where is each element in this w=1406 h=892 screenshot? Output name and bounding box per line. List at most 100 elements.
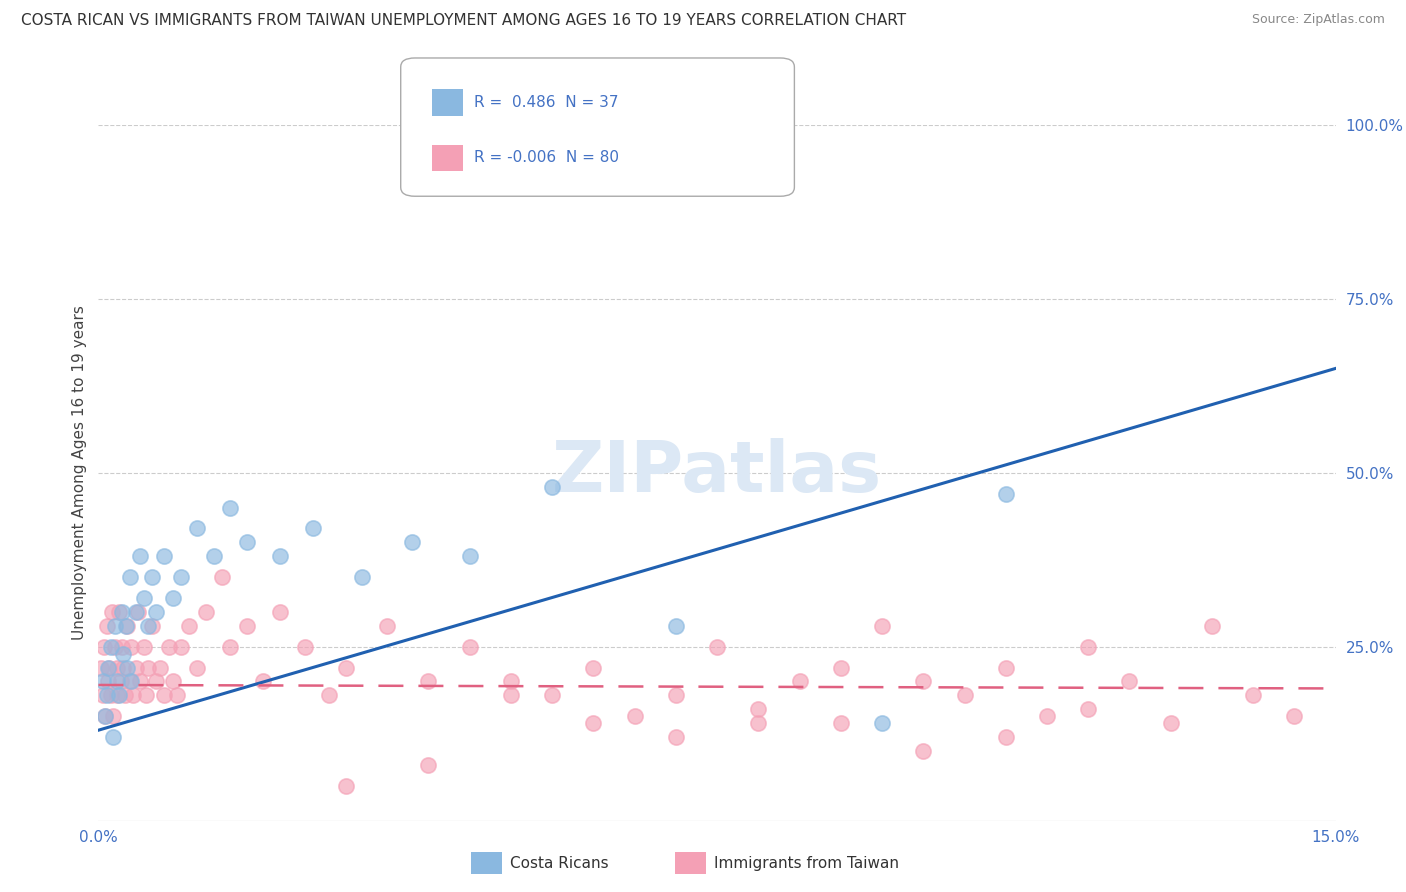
Point [1201, 619, 1223, 633]
Point [458, 549, 481, 564]
Point [1118, 674, 1140, 689]
Point [541, 480, 564, 494]
Point [302, 521, 325, 535]
Point [236, 535, 259, 549]
Point [194, 605, 217, 619]
Text: Costa Ricans: Costa Ricans [510, 856, 609, 871]
Point [145, 605, 167, 619]
Point [157, 640, 180, 654]
Point [335, 660, 357, 674]
Point [179, 619, 201, 633]
Point [706, 640, 728, 654]
Point [104, 619, 127, 633]
Point [318, 689, 340, 703]
Point [135, 689, 157, 703]
Point [236, 619, 259, 633]
Point [162, 591, 184, 605]
Point [375, 619, 398, 633]
Text: R = -0.006  N = 80: R = -0.006 N = 80 [474, 151, 619, 165]
Point [418, 674, 440, 689]
Point [117, 660, 139, 674]
Point [136, 619, 159, 633]
Point [112, 660, 135, 674]
Point [94, 709, 117, 723]
Point [830, 716, 852, 731]
Point [665, 619, 688, 633]
Point [141, 619, 163, 633]
Point [128, 549, 150, 564]
Point [789, 674, 811, 689]
Point [110, 605, 132, 619]
Point [870, 716, 893, 731]
Point [541, 689, 564, 703]
Point [166, 689, 188, 703]
Point [747, 716, 769, 731]
Point [110, 640, 132, 654]
Text: R =  0.486  N = 37: R = 0.486 N = 37 [474, 95, 619, 110]
Point [830, 660, 852, 674]
Point [118, 570, 141, 584]
Point [170, 640, 193, 654]
Point [91, 689, 114, 703]
Point [105, 689, 128, 703]
Point [401, 535, 423, 549]
Point [458, 640, 481, 654]
Point [623, 709, 645, 723]
Point [149, 660, 172, 674]
Point [101, 605, 124, 619]
Point [124, 605, 146, 619]
Point [335, 779, 357, 793]
Point [219, 640, 242, 654]
Point [118, 674, 141, 689]
Text: Source: ZipAtlas.com: Source: ZipAtlas.com [1251, 13, 1385, 27]
Point [105, 674, 128, 689]
Point [132, 640, 155, 654]
Point [136, 660, 159, 674]
Point [912, 674, 935, 689]
Text: ZIPatlas: ZIPatlas [553, 438, 882, 508]
Point [98, 660, 121, 674]
Point [122, 689, 145, 703]
Point [211, 570, 233, 584]
Point [499, 674, 522, 689]
Point [108, 605, 131, 619]
Point [124, 660, 146, 674]
Point [114, 619, 136, 633]
Point [747, 702, 769, 716]
Point [110, 674, 132, 689]
Point [499, 689, 522, 703]
Point [582, 660, 605, 674]
Point [1036, 709, 1059, 723]
Point [1160, 716, 1182, 731]
Point [100, 689, 122, 703]
Point [93, 640, 115, 654]
Point [96, 689, 118, 703]
Point [153, 549, 176, 564]
Point [582, 716, 605, 731]
Point [103, 730, 125, 744]
Point [994, 486, 1017, 500]
Point [108, 689, 131, 703]
Point [294, 640, 316, 654]
Point [418, 758, 440, 772]
Y-axis label: Unemployment Among Ages 16 to 19 years: Unemployment Among Ages 16 to 19 years [72, 305, 87, 640]
Point [994, 660, 1017, 674]
Point [127, 605, 149, 619]
Point [114, 689, 136, 703]
Point [269, 549, 291, 564]
Point [132, 591, 155, 605]
Point [870, 619, 893, 633]
Point [141, 570, 163, 584]
Text: COSTA RICAN VS IMMIGRANTS FROM TAIWAN UNEMPLOYMENT AMONG AGES 16 TO 19 YEARS COR: COSTA RICAN VS IMMIGRANTS FROM TAIWAN UN… [21, 13, 907, 29]
Point [104, 640, 127, 654]
Point [90, 660, 112, 674]
Point [153, 689, 176, 703]
Point [97, 660, 120, 674]
Point [269, 605, 291, 619]
Point [665, 689, 688, 703]
Point [96, 619, 118, 633]
Point [117, 619, 139, 633]
Point [953, 689, 976, 703]
Point [94, 709, 117, 723]
Point [186, 660, 208, 674]
